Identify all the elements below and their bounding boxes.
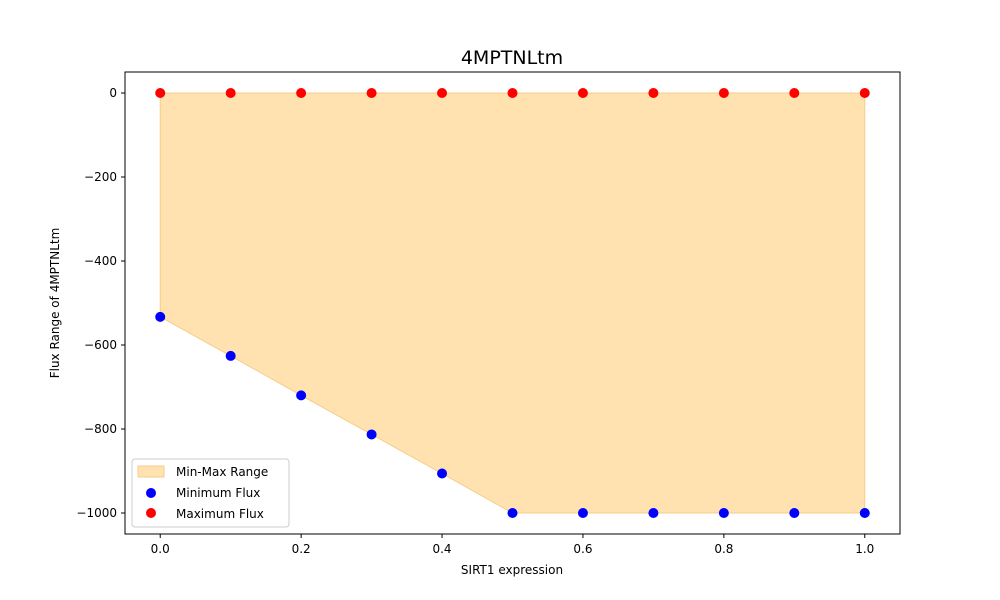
- x-tick-label: 0.2: [292, 542, 311, 556]
- x-tick-label: 0.0: [151, 542, 170, 556]
- minimum-flux-point: [155, 311, 166, 322]
- y-tick-label: −1000: [76, 506, 117, 520]
- x-tick-label: 0.6: [573, 542, 592, 556]
- minimum-flux-point: [296, 390, 307, 401]
- y-axis-label: Flux Range of 4MPTNLtm: [48, 228, 62, 379]
- legend-marker-minimum-flux: [146, 488, 156, 498]
- legend: Min-Max Range Minimum Flux Maximum Flux: [131, 458, 290, 528]
- minimum-flux-point: [437, 468, 448, 479]
- minimum-flux-point: [718, 508, 729, 518]
- legend-label-minimum-flux: Minimum Flux: [176, 486, 260, 500]
- x-tick-label: 1.0: [855, 542, 874, 556]
- maximum-flux-point: [437, 88, 448, 98]
- minimum-flux-point: [507, 508, 518, 518]
- x-tick-label: 0.4: [432, 542, 451, 556]
- x-tick-label: 0.8: [714, 542, 733, 556]
- y-tick-label: −200: [84, 170, 117, 184]
- legend-label-min-max-range: Min-Max Range: [176, 465, 268, 479]
- legend-marker-maximum-flux: [146, 508, 156, 518]
- maximum-flux-point: [789, 88, 800, 98]
- plot-area: [124, 71, 901, 535]
- y-tick-label: −400: [84, 254, 117, 268]
- x-axis-label: SIRT1 expression: [461, 563, 563, 577]
- maximum-flux-point: [859, 88, 870, 98]
- chart-title: 4MPTNLtm: [461, 47, 563, 69]
- maximum-flux-point: [577, 88, 588, 98]
- minimum-flux-point: [859, 508, 870, 518]
- y-tick-label: −800: [84, 422, 117, 436]
- maximum-flux-point: [718, 88, 729, 98]
- minimum-flux-point: [789, 508, 800, 518]
- y-axis-ticks: 0 −200 −400 −600 −800 −1000: [76, 86, 125, 520]
- legend-label-maximum-flux: Maximum Flux: [176, 507, 264, 521]
- minimum-flux-point: [366, 429, 377, 440]
- maximum-flux-point: [366, 88, 377, 98]
- legend-swatch-min-max-range: [137, 465, 165, 478]
- x-axis-ticks: 0.0 0.2 0.4 0.6 0.8 1.0: [151, 534, 874, 556]
- minimum-flux-point: [225, 350, 236, 361]
- maximum-flux-series: [155, 88, 870, 98]
- y-tick-label: −600: [84, 338, 117, 352]
- maximum-flux-point: [225, 88, 236, 98]
- minimum-flux-point: [577, 508, 588, 518]
- legend-box: [131, 458, 290, 528]
- y-tick-label: 0: [109, 86, 117, 100]
- maximum-flux-point: [648, 88, 659, 98]
- maximum-flux-point: [507, 88, 518, 98]
- minimum-flux-point: [648, 508, 659, 518]
- minimum-flux-series: [155, 311, 870, 518]
- maximum-flux-point: [155, 88, 166, 98]
- plot-frame: [124, 71, 901, 535]
- maximum-flux-point: [296, 88, 307, 98]
